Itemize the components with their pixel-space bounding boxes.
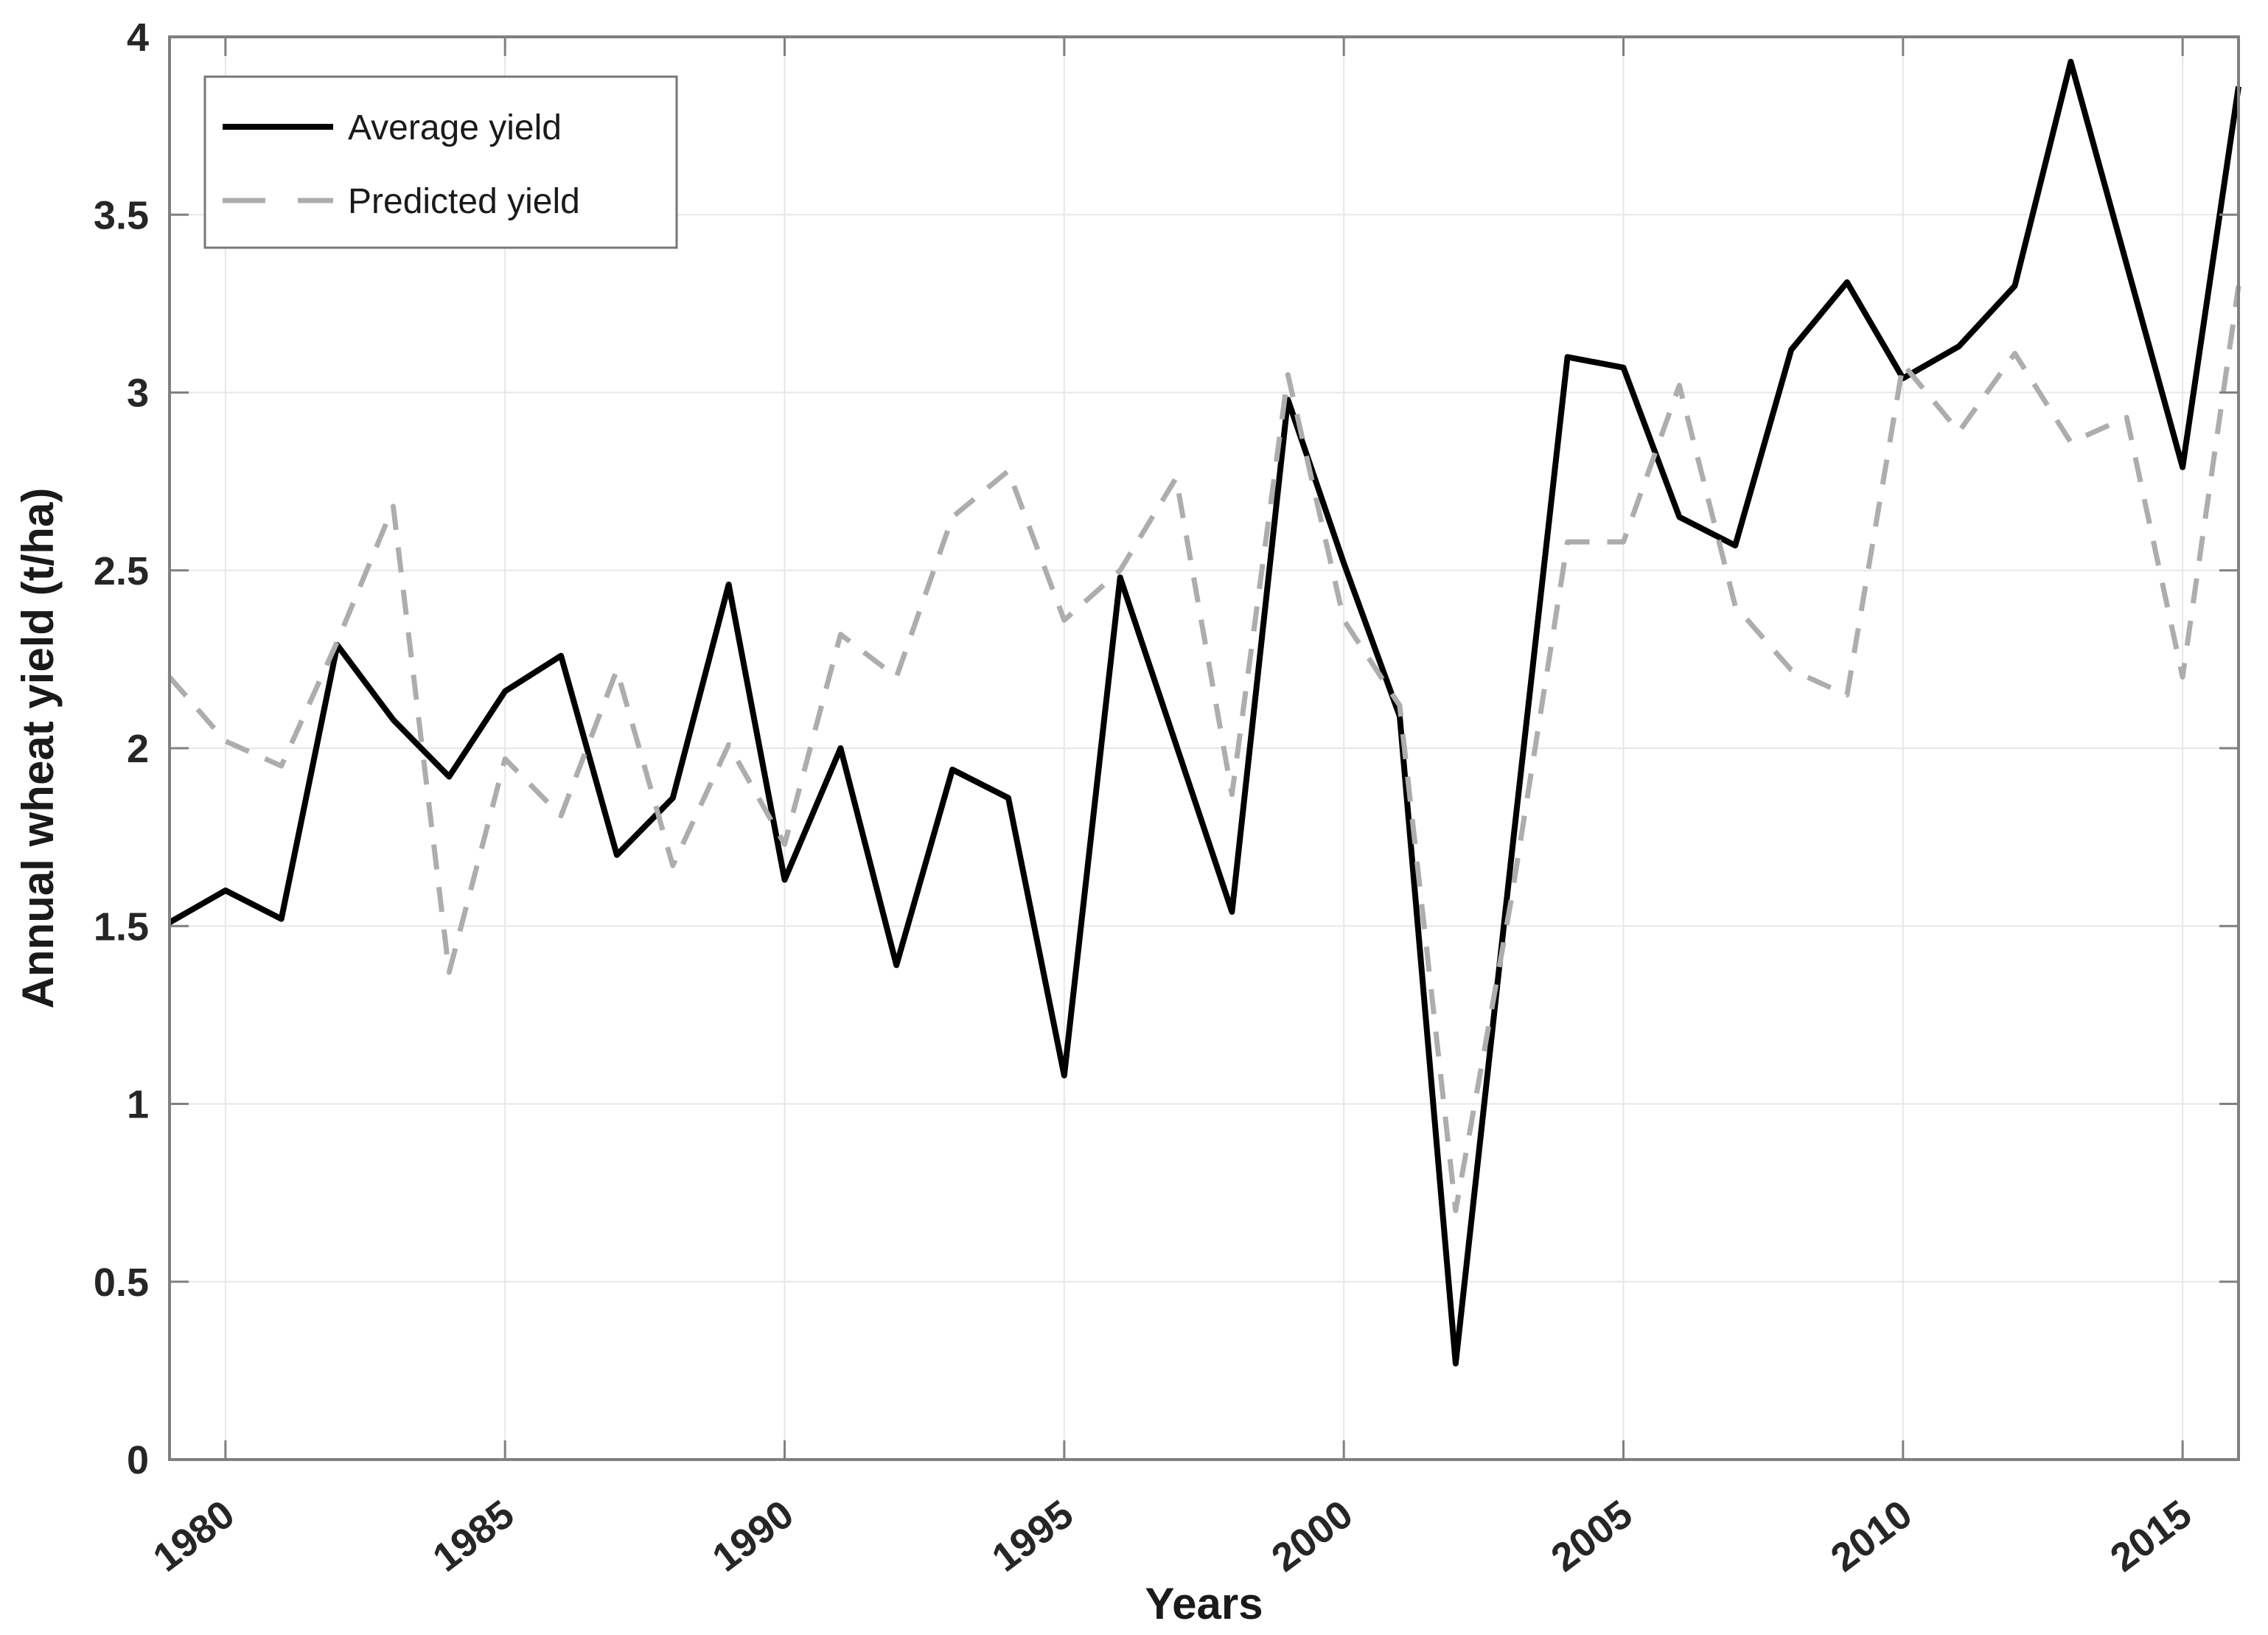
y-tick-label: 2.5: [94, 549, 149, 593]
y-tick-label: 0.5: [94, 1261, 149, 1305]
y-tick-labels: 0 0.5 1 1.5 2 2.5 3 3.5 4: [94, 15, 149, 1482]
y-tick-label: 1.5: [94, 904, 149, 949]
average-yield-line: [168, 58, 2241, 1367]
legend-label-predicted-yield: Predicted yield: [348, 182, 580, 221]
predicted-yield-line: [167, 285, 2241, 1213]
axis-ticks: [170, 35, 2239, 1461]
data-lines: [167, 58, 2241, 1367]
x-axis-title: Years: [1145, 1579, 1263, 1628]
y-tick-label: 1: [127, 1083, 149, 1127]
grid-lines: [170, 37, 2239, 1460]
legend-box: [203, 75, 678, 249]
y-axis-title: Annual wheat yield (t/ha): [13, 488, 63, 1009]
legend-label-average-yield: Average yield: [348, 108, 562, 147]
y-tick-label: 3.5: [94, 193, 149, 237]
legend: Average yield Predicted yield: [203, 75, 678, 249]
y-tick-label: 3: [127, 372, 149, 416]
y-tick-label: 2: [127, 727, 149, 771]
y-tick-label: 4: [127, 15, 149, 60]
y-tick-label: 0: [127, 1438, 149, 1482]
